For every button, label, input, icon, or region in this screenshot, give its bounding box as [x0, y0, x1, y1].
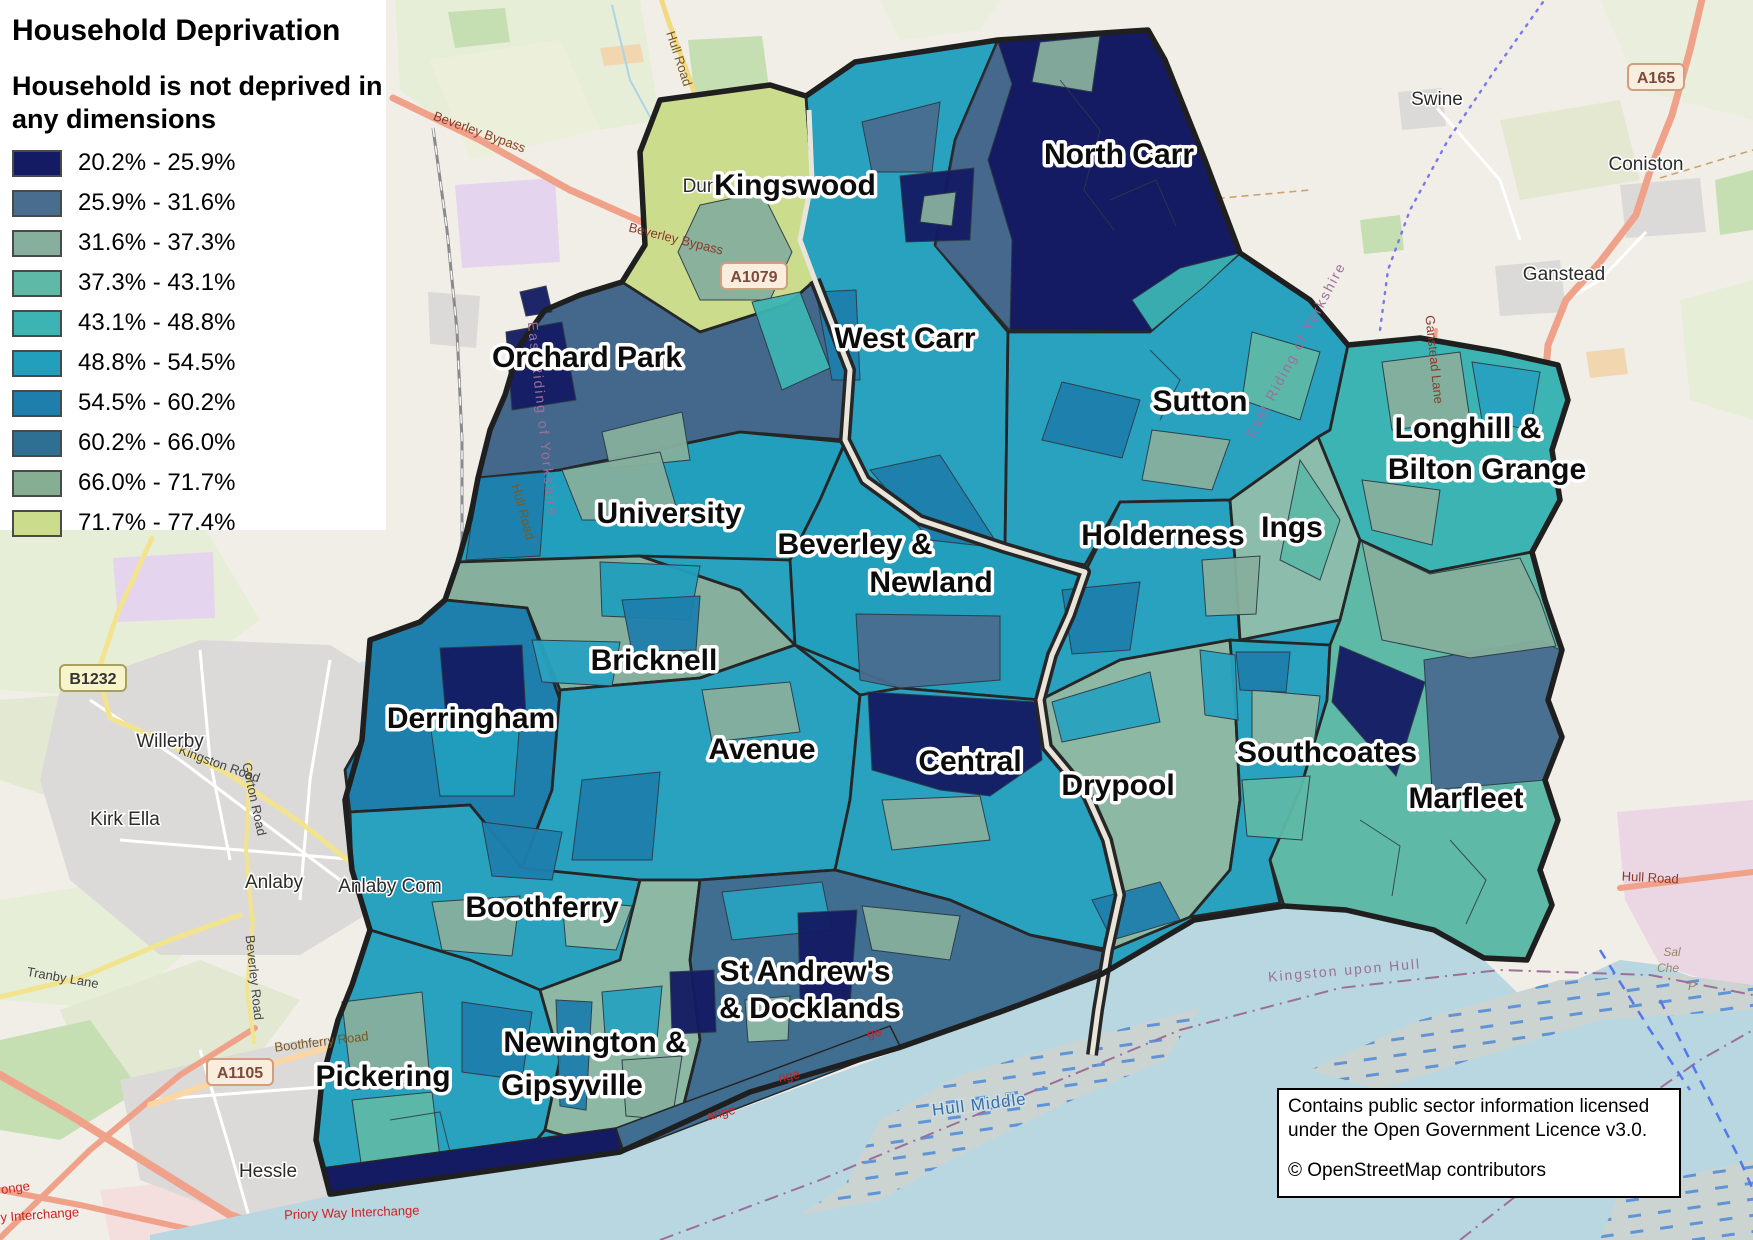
attribution-box: Contains public sector information licen… — [1277, 1088, 1681, 1198]
ward-label-orchard-park: Orchard Park — [492, 341, 682, 374]
legend-rows: 20.2% - 25.9% 25.9% - 31.6% 31.6% - 37.3% 3… — [12, 149, 386, 537]
legend-swatch-8 — [12, 469, 62, 497]
ward-label-holderness: Holderness — [1081, 519, 1244, 552]
legend-range-1: 25.9% - 31.6% — [78, 189, 236, 217]
legend-row-9: 71.7% - 77.4% — [12, 509, 386, 537]
legend-row-6: 54.5% - 60.2% — [12, 389, 386, 417]
town-label-hessle: Hessle — [239, 1161, 297, 1182]
road-label-ange: ange — [705, 1102, 737, 1124]
city-boundary — [313, 27, 1571, 1197]
ward-label-university: University — [596, 497, 741, 530]
ward-label-beverley: Beverley & — [777, 528, 932, 561]
ward-label-docklands: & Docklands — [719, 992, 901, 1025]
ward-label-newland: Newland — [869, 566, 992, 599]
legend-swatch-7 — [12, 429, 62, 457]
town-label-dun: Dun — [683, 176, 718, 197]
road-shield-a1079: A1079 — [720, 262, 788, 290]
legend-swatch-2 — [12, 229, 62, 257]
ward-label-st-andrew-s: St Andrew's — [719, 955, 890, 988]
road-label-hull-road: Hull Road — [1621, 869, 1679, 887]
legend-swatch-5 — [12, 349, 62, 377]
svg-text:A1105: A1105 — [217, 1065, 263, 1082]
legend-range-6: 54.5% - 60.2% — [78, 389, 236, 417]
ward-label-marfleet: Marfleet — [1408, 782, 1523, 815]
admin-boundary-dotted — [1378, 0, 1546, 332]
road-label-priory-way-interchange: Priory Way Interchange — [284, 1203, 420, 1223]
legend-swatch-4 — [12, 309, 62, 337]
road-label-nge: nge — [777, 1066, 801, 1085]
ward-label-longhill: Longhill & — [1395, 412, 1542, 445]
svg-text:A1079: A1079 — [730, 269, 777, 286]
census-lines — [389, 79, 1487, 1153]
legend-row-8: 66.0% - 71.7% — [12, 469, 386, 497]
svg-text:B1232: B1232 — [69, 671, 116, 688]
ward-label-newington: Newington & — [503, 1026, 686, 1059]
legend-range-8: 66.0% - 71.7% — [78, 469, 236, 497]
legend-panel: Household Deprivation Household is not d… — [0, 0, 386, 537]
legend-row-7: 60.2% - 66.0% — [12, 429, 386, 457]
edge-fragment-sal: Sal — [1663, 945, 1681, 959]
town-label-anlaby-com: Anlaby Com — [338, 876, 442, 897]
legend-range-4: 43.1% - 48.8% — [78, 309, 236, 337]
ward-label-kingswood: Kingswood — [714, 169, 876, 202]
ward-label-derringham: Derringham — [387, 702, 555, 735]
legend-swatch-1 — [12, 189, 62, 217]
legend-row-1: 25.9% - 31.6% — [12, 189, 386, 217]
road-shield-a1105: A1105 — [206, 1058, 274, 1086]
town-label-willerby: Willerby — [136, 731, 204, 752]
attribution-licence: Contains public sector information licen… — [1288, 1096, 1650, 1142]
ward-label-drypool: Drypool — [1061, 769, 1174, 802]
ward-label-boothferry: Boothferry — [465, 891, 619, 924]
ward-label-gipsyville: Gipsyville — [501, 1069, 643, 1102]
legend-range-5: 48.8% - 54.5% — [78, 349, 236, 377]
road-label-onge: onge — [0, 1178, 31, 1197]
legend-title: Household Deprivation — [12, 14, 341, 47]
legend-swatch-0 — [12, 149, 62, 177]
road-label-ge: ge — [866, 1024, 883, 1041]
ward-label-southcoates: Southcoates — [1237, 736, 1417, 769]
river-hull — [797, 109, 1126, 1056]
legend-swatch-3 — [12, 269, 62, 297]
legend-range-3: 37.3% - 43.1% — [78, 269, 236, 297]
road-shield-b1232: B1232 — [59, 664, 127, 692]
ward-label-pickering: Pickering — [315, 1060, 450, 1093]
legend-range-0: 20.2% - 25.9% — [78, 149, 236, 177]
legend-range-7: 60.2% - 66.0% — [78, 429, 236, 457]
road-shield-a165: A165 — [1627, 63, 1685, 91]
legend-row-5: 48.8% - 54.5% — [12, 349, 386, 377]
town-label-swine: Swine — [1411, 89, 1463, 110]
legend-row-0: 20.2% - 25.9% — [12, 149, 386, 177]
ward-label-ings: Ings — [1261, 511, 1323, 544]
legend-swatch-9 — [12, 509, 62, 537]
ward-label-avenue: Avenue — [708, 733, 815, 766]
town-label-anlaby: Anlaby — [245, 872, 304, 893]
legend-range-2: 31.6% - 37.3% — [78, 229, 236, 257]
svg-text:A165: A165 — [1637, 70, 1675, 87]
legend-range-9: 71.7% - 77.4% — [78, 509, 236, 537]
road-label-y-interchange: y Interchange — [0, 1204, 80, 1224]
town-label-kirk-ella: Kirk Ella — [90, 809, 160, 830]
ward-label-bilton-grange: Bilton Grange — [1388, 453, 1586, 486]
edge-fragment-p: P — [1688, 979, 1696, 993]
ward-label-north-carr: North Carr — [1044, 138, 1194, 171]
legend-row-4: 43.1% - 48.8% — [12, 309, 386, 337]
ward-label-central: Central — [918, 745, 1021, 778]
legend-row-3: 37.3% - 43.1% — [12, 269, 386, 297]
town-label-ganstead: Ganstead — [1523, 264, 1605, 285]
ward-label-west-carr: West Carr — [834, 322, 975, 355]
legend-swatch-6 — [12, 389, 62, 417]
edge-fragment-che: Che — [1657, 961, 1679, 975]
attribution-osm: © OpenStreetMap contributors — [1288, 1159, 1546, 1181]
legend-row-2: 31.6% - 37.3% — [12, 229, 386, 257]
legend-subtitle: Household is not deprived in any dimensi… — [12, 71, 383, 134]
sandbanks — [800, 975, 1753, 1240]
ward-label-sutton: Sutton — [1153, 385, 1248, 418]
ward-label-bricknell: Bricknell — [591, 644, 718, 677]
town-label-coniston: Coniston — [1609, 154, 1684, 175]
